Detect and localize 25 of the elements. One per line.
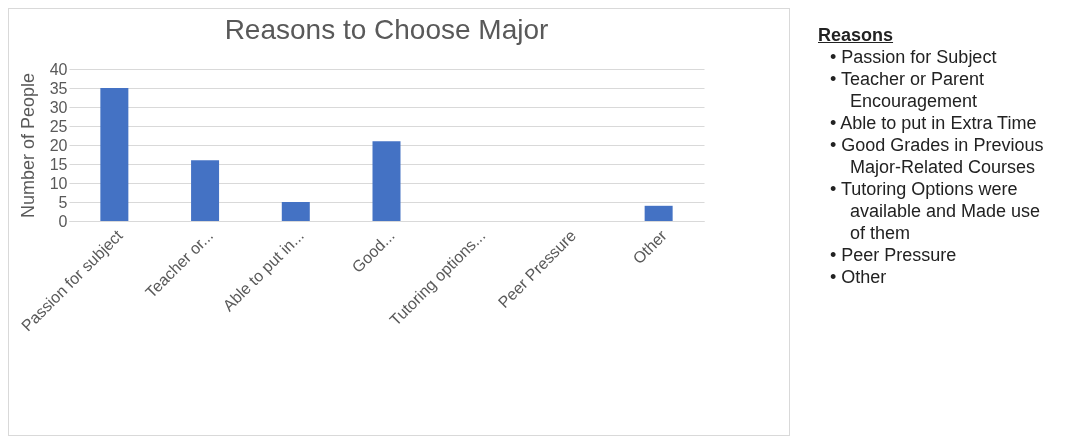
y-tick-label: 15 xyxy=(49,155,68,173)
bar xyxy=(644,205,673,221)
text: Reasons xyxy=(818,24,895,46)
bar xyxy=(372,141,401,221)
x-tick-label: Able to put in... xyxy=(219,226,308,315)
text: • Able to put in Extra Time xyxy=(830,112,1038,134)
bar xyxy=(100,88,129,221)
y-tick-label: 30 xyxy=(49,98,68,116)
bar xyxy=(191,160,220,221)
text: • Passion for Subject xyxy=(830,46,998,68)
y-tick-label: 0 xyxy=(58,212,68,230)
chart-title: Reasons to Choose Major xyxy=(224,14,549,45)
y-tick-label: 35 xyxy=(49,79,68,97)
text: • Peer Pressure xyxy=(830,244,958,266)
y-tick-label: 20 xyxy=(49,136,68,154)
text: • Teacher or Parent Encouragement xyxy=(830,68,986,112)
y-tick-label: 10 xyxy=(49,174,68,192)
bar xyxy=(281,202,310,221)
y-axis-title: Number of People xyxy=(17,72,38,219)
y-tick-label: 25 xyxy=(49,117,68,135)
text: • Good Grades in Previous Major-Related Courses xyxy=(830,134,1045,178)
y-tick-label: 40 xyxy=(49,60,68,78)
text: • Tutoring Options were available and Made use of them xyxy=(830,178,1042,244)
y-tick-label: 5 xyxy=(58,193,68,211)
text: • Other xyxy=(830,266,888,288)
